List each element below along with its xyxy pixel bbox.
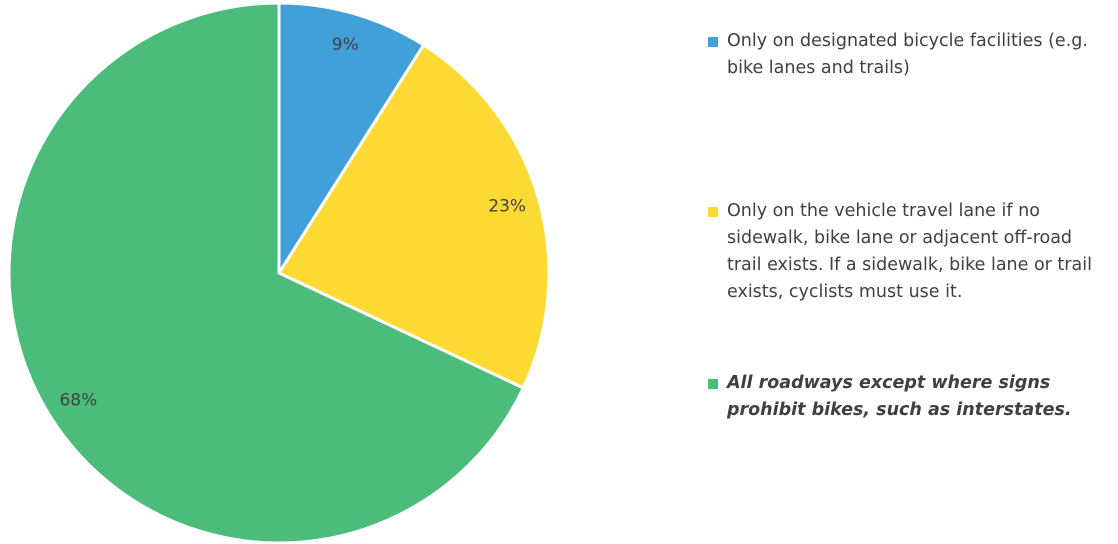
legend-label: All roadways except where signs prohibit… — [727, 373, 1072, 420]
pie-slice — [276, 42, 551, 390]
legend-swatch — [708, 379, 718, 389]
legend-label: Only on the vehicle travel lane if no si… — [727, 201, 1092, 302]
pie-slice — [277, 1, 426, 279]
legend-label: Only on designated bicycle facilities (e… — [727, 31, 1088, 78]
data-label: 9% — [332, 35, 359, 55]
data-label: 23% — [488, 197, 526, 217]
pie-area: 9% 23% 68% — [7, 1, 551, 544]
data-label: 68% — [59, 390, 97, 410]
legend-item: Only on the vehicle travel lane if no si… — [708, 198, 1108, 306]
legend-swatch — [708, 207, 718, 217]
legend-item: Only on designated bicycle facilities (e… — [708, 28, 1108, 82]
legend-swatch — [708, 37, 718, 47]
pie-slice — [7, 1, 526, 544]
legend-item: All roadways except where signs prohibit… — [708, 370, 1108, 424]
